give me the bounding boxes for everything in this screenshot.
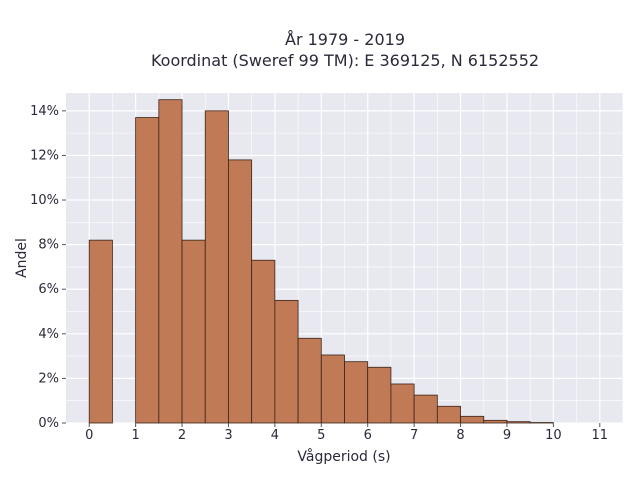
bars — [88, 99, 554, 424]
y-axis-ticks: 0% 2% 4% 6% 8% 10% 12% 14% — [30, 104, 66, 431]
x-tick-label: 2 — [178, 428, 186, 443]
histogram-bar — [228, 159, 253, 424]
x-axis-title: Vågperiod (s) — [297, 448, 390, 465]
chart-title: År 1979 - 2019 — [285, 30, 405, 49]
x-tick-label: 0 — [85, 428, 93, 443]
y-tick-label: 14% — [30, 104, 59, 119]
x-tick-label: 4 — [271, 428, 279, 443]
histogram-bar — [344, 361, 369, 424]
y-tick-label: 4% — [38, 327, 59, 342]
chart-subtitle: Koordinat (Sweref 99 TM): E 369125, N 61… — [151, 51, 539, 70]
x-tick-label: 1 — [131, 428, 139, 443]
histogram-bar — [274, 299, 299, 424]
x-tick-label: 9 — [503, 428, 511, 443]
histogram-bar — [367, 366, 392, 424]
histogram-bar — [158, 99, 183, 424]
histogram-bar — [436, 405, 461, 424]
y-tick-label: 0% — [38, 416, 59, 431]
y-tick-label: 12% — [30, 148, 59, 163]
x-tick-label: 3 — [224, 428, 232, 443]
y-tick-label: 2% — [38, 371, 59, 386]
x-axis-ticks: 0 1 2 3 4 5 6 7 8 9 10 11 — [85, 423, 608, 443]
y-tick-label: 6% — [38, 282, 59, 297]
x-tick-label: 11 — [592, 428, 609, 443]
histogram-bar — [181, 239, 206, 424]
histogram-bar — [135, 117, 160, 424]
histogram-bar — [320, 354, 345, 424]
histogram-bar — [297, 337, 322, 424]
histogram-bar — [390, 383, 415, 424]
x-tick-label: 8 — [456, 428, 464, 443]
histogram-bar — [506, 421, 531, 424]
histogram-bar — [251, 259, 276, 424]
x-tick-label: 10 — [545, 428, 562, 443]
histogram-bar — [204, 110, 229, 424]
x-tick-label: 6 — [364, 428, 372, 443]
x-tick-label: 7 — [410, 428, 418, 443]
histogram-bar — [483, 419, 508, 424]
y-tick-label: 8% — [38, 238, 59, 253]
y-tick-label: 10% — [30, 193, 59, 208]
y-axis-title: Andel — [14, 238, 30, 278]
histogram-bar — [413, 394, 438, 424]
histogram-bar — [460, 415, 485, 424]
histogram-bar — [88, 239, 113, 424]
x-tick-label: 5 — [317, 428, 325, 443]
